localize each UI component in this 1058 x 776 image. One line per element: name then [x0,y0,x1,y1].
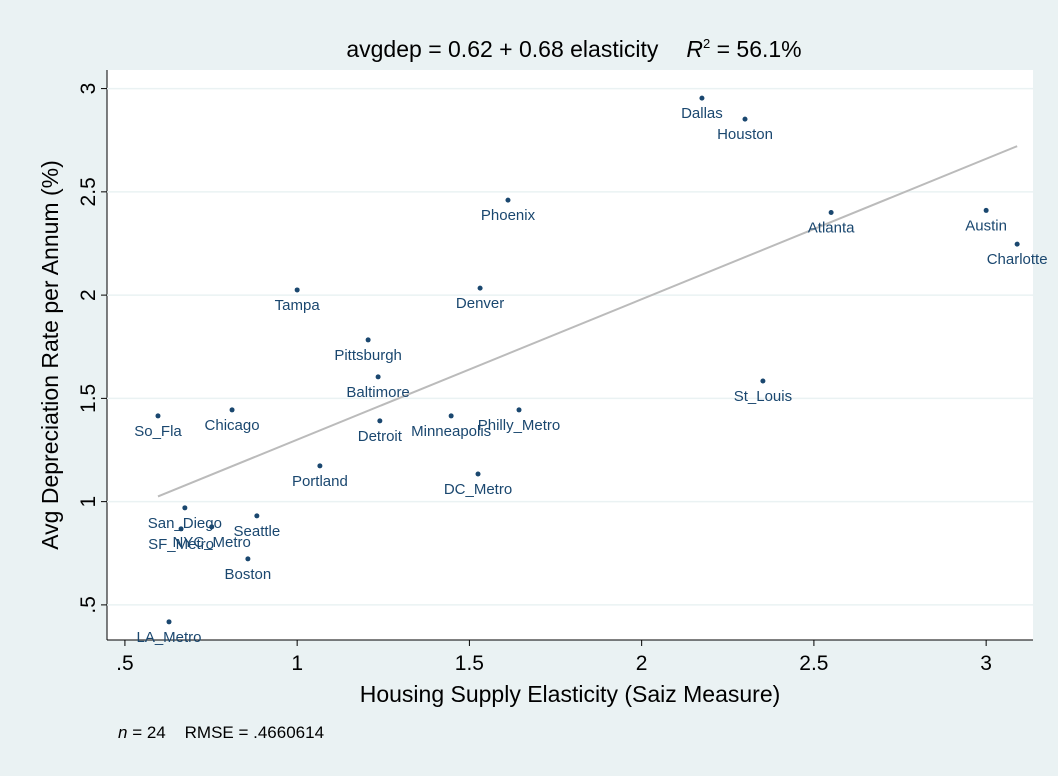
point [377,418,383,424]
r-value: = 56.1% [710,36,801,62]
point [294,287,300,293]
point [828,210,834,215]
y-tick-label: 2.5 [77,177,100,206]
point [760,378,766,384]
point [317,463,323,469]
point-label: Charlotte [987,251,1048,268]
point-label: Tampa [275,297,321,314]
point [477,285,483,291]
point-label: Phoenix [481,207,536,224]
point [742,116,748,122]
point [182,505,188,511]
point [178,526,184,532]
point-label: Baltimore [346,384,409,401]
point-label: Boston [225,566,272,583]
chart-title: avgdep = 0.62 + 0.68 elasticity R2 = 56.1… [346,36,801,62]
point [505,197,511,203]
title-text: avgdep = 0.62 + 0.68 elasticity [346,36,658,62]
fit-line [157,145,1018,498]
point [365,337,371,343]
y-tick-label: 1.5 [77,384,100,413]
point-label: Chicago [205,417,260,434]
point [245,556,251,562]
y-tick-label: 1 [77,496,100,508]
point-label: DC_Metro [444,481,512,498]
y-axis-label: Avg Depreciation Rate per Annum (%) [37,160,63,550]
point-label: Pittsburgh [334,347,402,364]
point [155,413,161,419]
point-label: San_Diego [148,515,222,532]
r-symbol: R [686,36,703,62]
point [229,407,235,413]
point-label: Atlanta [808,220,855,237]
point [516,407,522,413]
x-tick-label: 1 [291,652,303,675]
point [699,95,705,101]
x-tick-label: 3 [980,652,992,675]
point [375,374,381,380]
y-tick-label: .5 [77,596,100,614]
point [209,524,215,530]
point-label: Houston [717,126,773,143]
point [475,471,481,477]
point [166,619,172,625]
point-label: Detroit [358,428,403,445]
y-tick-label: 3 [77,83,100,95]
point [448,413,454,419]
point-label: Denver [456,295,504,312]
footnote: n = 24 RMSE = .4660614 [118,723,324,742]
point-label: Dallas [681,105,723,122]
plot-area [107,70,1033,640]
x-axis-label: Housing Supply Elasticity (Saiz Measure) [360,681,781,707]
note-text: = 24 RMSE = .4660614 [127,723,324,742]
x-tick-label: 1.5 [455,652,484,675]
point-label: Portland [292,473,348,490]
n-symbol: n [118,723,127,742]
point-label: Philly_Metro [478,417,561,434]
point-label: St_Louis [734,388,792,405]
point-label: LA_Metro [136,629,201,646]
point [1014,241,1020,247]
point [983,207,989,213]
point-label: Minneapolis [411,423,491,440]
y-tick-label: 2 [77,289,100,301]
point [254,513,260,519]
point-label: So_Fla [134,423,182,440]
x-tick-label: 2 [636,652,648,675]
r-sup: 2 [703,36,710,51]
point-label: Seattle [234,523,281,540]
x-tick-label: .5 [116,652,134,675]
x-tick-label: 2.5 [799,652,828,675]
point-label: Austin [965,217,1007,234]
point-label: NYC_Metro [173,534,251,551]
point-label: SF_Metro [148,536,214,553]
